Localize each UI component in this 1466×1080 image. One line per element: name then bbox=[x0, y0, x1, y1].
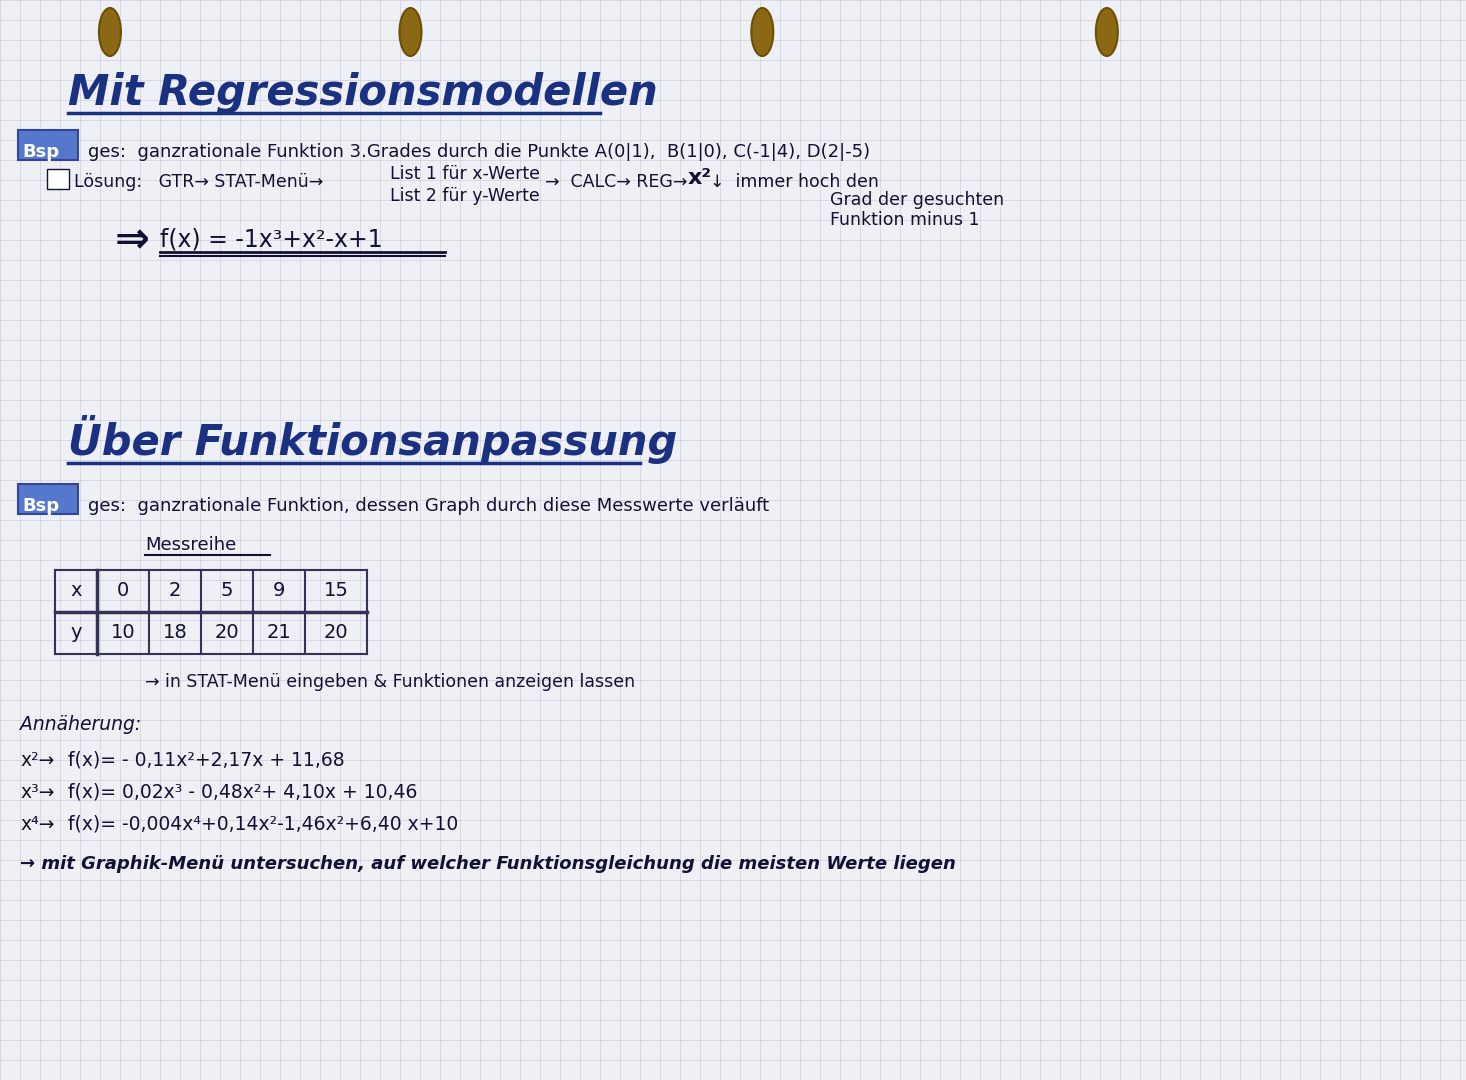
Text: Bsp: Bsp bbox=[22, 143, 59, 161]
Text: Messreihe: Messreihe bbox=[145, 536, 236, 554]
Text: 9: 9 bbox=[273, 581, 286, 600]
FancyBboxPatch shape bbox=[18, 484, 78, 514]
Text: Annäherung:: Annäherung: bbox=[21, 715, 141, 733]
FancyBboxPatch shape bbox=[47, 168, 69, 189]
Text: Bsp: Bsp bbox=[22, 497, 59, 515]
Text: 0: 0 bbox=[117, 581, 129, 600]
Text: 20: 20 bbox=[214, 623, 239, 643]
Text: x²: x² bbox=[688, 168, 712, 188]
Text: f(x)= -0,004x⁴+0,14x²-1,46x²+6,40 x+10: f(x)= -0,004x⁴+0,14x²-1,46x²+6,40 x+10 bbox=[67, 814, 459, 834]
Text: → in STAT-Menü eingeben & Funktionen anzeigen lassen: → in STAT-Menü eingeben & Funktionen anz… bbox=[145, 673, 635, 691]
Text: ⇒: ⇒ bbox=[114, 219, 150, 261]
Text: x: x bbox=[70, 581, 82, 600]
Text: 15: 15 bbox=[324, 581, 349, 600]
Ellipse shape bbox=[751, 8, 774, 56]
Text: 10: 10 bbox=[111, 623, 135, 643]
Text: x⁴→: x⁴→ bbox=[21, 814, 54, 834]
Text: ges:  ganzrationale Funktion, dessen Graph durch diese Messwerte verläuft: ges: ganzrationale Funktion, dessen Grap… bbox=[88, 497, 770, 515]
Text: f(x) = -1x³+x²-x+1: f(x) = -1x³+x²-x+1 bbox=[160, 228, 383, 252]
Text: f(x)= 0,02x³ - 0,48x²+ 4,10x + 10,46: f(x)= 0,02x³ - 0,48x²+ 4,10x + 10,46 bbox=[67, 783, 418, 801]
Text: x²→: x²→ bbox=[21, 751, 54, 769]
FancyBboxPatch shape bbox=[18, 130, 78, 160]
Text: List 2 für y-Werte: List 2 für y-Werte bbox=[390, 187, 539, 205]
Text: → mit Graphik-Menü untersuchen, auf welcher Funktionsgleichung die meisten Werte: → mit Graphik-Menü untersuchen, auf welc… bbox=[21, 855, 956, 873]
Text: 21: 21 bbox=[267, 623, 292, 643]
Text: ↓  immer hoch den: ↓ immer hoch den bbox=[710, 173, 880, 191]
Text: Mit Regressionsmodellen: Mit Regressionsmodellen bbox=[67, 72, 658, 114]
Text: →  CALC→ REG→: → CALC→ REG→ bbox=[545, 173, 688, 191]
Text: Grad der gesuchten: Grad der gesuchten bbox=[830, 191, 1004, 210]
Ellipse shape bbox=[98, 8, 122, 56]
Text: Funktion minus 1: Funktion minus 1 bbox=[830, 211, 979, 229]
Text: x³→: x³→ bbox=[21, 783, 54, 801]
Text: Lösung:   GTR→ STAT-Menü→: Lösung: GTR→ STAT-Menü→ bbox=[73, 173, 323, 191]
Text: 5: 5 bbox=[221, 581, 233, 600]
Ellipse shape bbox=[399, 8, 422, 56]
Text: ges:  ganzrationale Funktion 3.Grades durch die Punkte A(0|1),  B(1|0), C(-1|4),: ges: ganzrationale Funktion 3.Grades dur… bbox=[88, 143, 871, 161]
Text: 20: 20 bbox=[324, 623, 349, 643]
Ellipse shape bbox=[1095, 8, 1119, 56]
Text: 2: 2 bbox=[169, 581, 182, 600]
Text: y: y bbox=[70, 623, 82, 643]
Text: 18: 18 bbox=[163, 623, 188, 643]
Text: f(x)= - 0,11x²+2,17x + 11,68: f(x)= - 0,11x²+2,17x + 11,68 bbox=[67, 751, 345, 769]
Text: List 1 für x-Werte: List 1 für x-Werte bbox=[390, 165, 539, 183]
Text: Über Funktionsanpassung: Über Funktionsanpassung bbox=[67, 415, 677, 464]
